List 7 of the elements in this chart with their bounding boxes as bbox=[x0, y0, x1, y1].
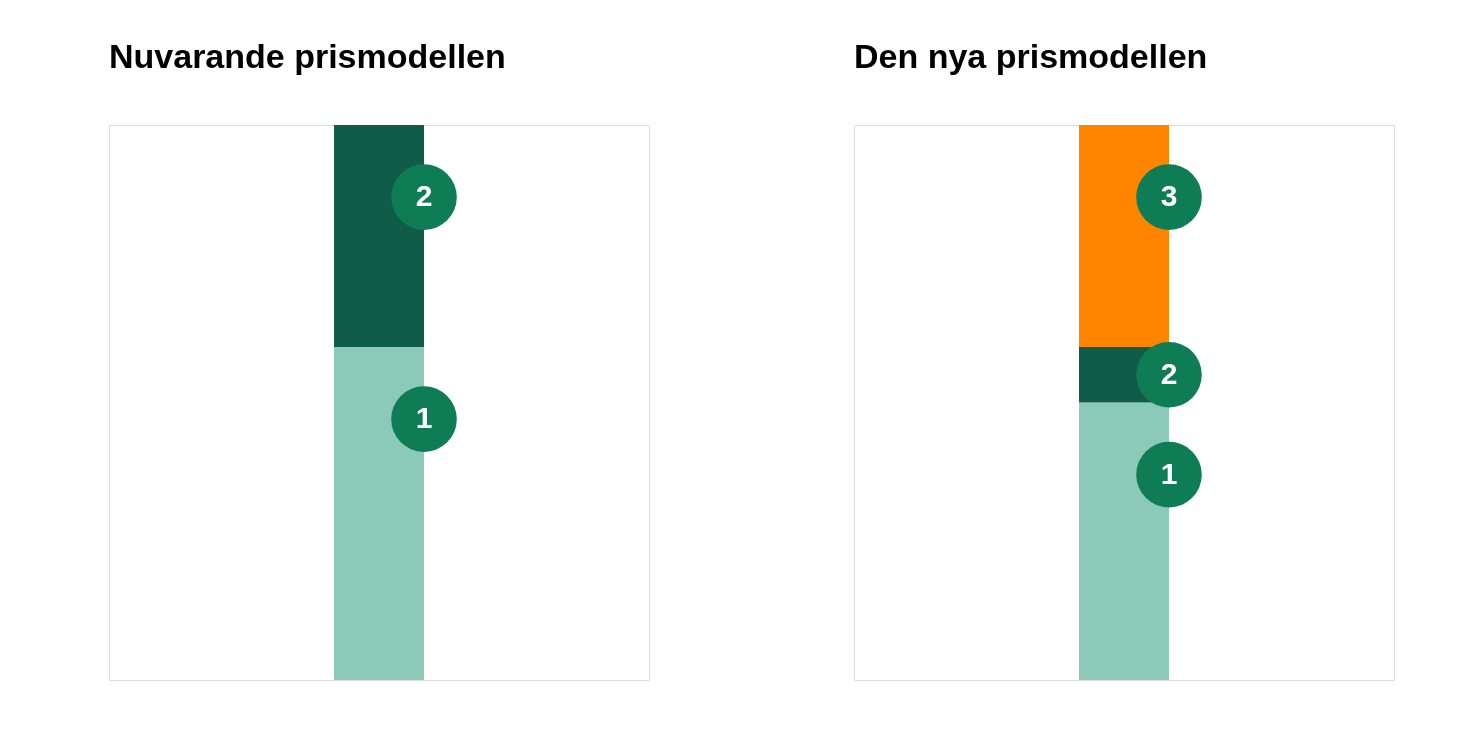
series-label: 1 bbox=[1160, 456, 1178, 490]
series-label: 1 bbox=[415, 401, 433, 435]
series-label: 2 bbox=[415, 179, 433, 213]
chart-title: Den nya prismodellen bbox=[854, 37, 1208, 75]
series-label: 3 bbox=[1160, 179, 1178, 213]
series-label: 2 bbox=[1160, 356, 1178, 390]
chart-title: Nuvarande prismodellen bbox=[109, 37, 506, 75]
